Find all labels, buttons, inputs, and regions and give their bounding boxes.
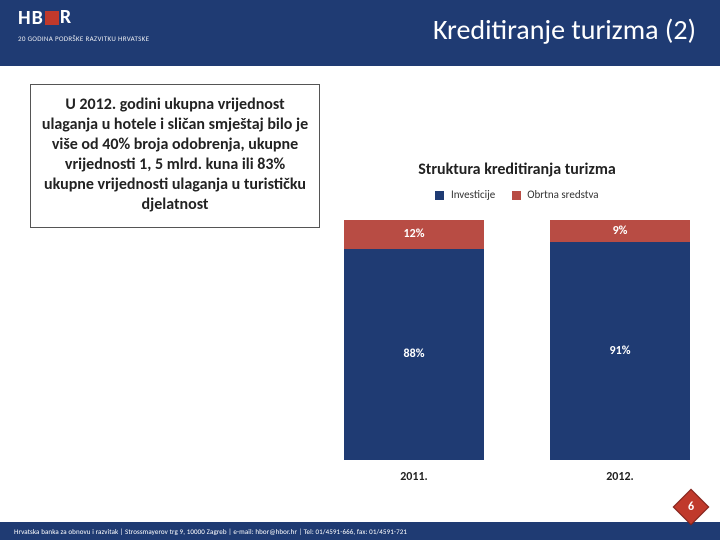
bar-category-label: 2012. bbox=[550, 470, 690, 484]
summary-textbox: U 2012. godini ukupna vrijednost ulaganj… bbox=[30, 84, 320, 228]
logo: HB R 20 GODINA PODRŠKE RAZVITKU HRVATSKE bbox=[18, 6, 149, 43]
legend-label: Obrtna sredstva bbox=[527, 188, 598, 201]
logo-text: HB R bbox=[18, 6, 149, 30]
logo-subtitle: 20 GODINA PODRŠKE RAZVITKU HRVATSKE bbox=[18, 34, 149, 43]
bar-segment: 9% bbox=[550, 220, 690, 242]
legend-swatch-icon bbox=[435, 191, 444, 200]
stacked-bar-chart: Struktura kreditiranja turizma Investici… bbox=[334, 160, 700, 490]
legend-item-obrtna: Obrtna sredstva bbox=[498, 188, 599, 201]
bar-segment: 88% bbox=[344, 249, 484, 460]
bar-2011: 88%12% bbox=[344, 220, 484, 460]
footer-text: Hrvatska banka za obnovu i razvitak | St… bbox=[14, 527, 407, 536]
bar-category-label: 2011. bbox=[344, 470, 484, 484]
chart-title: Struktura kreditiranja turizma bbox=[334, 160, 700, 179]
chart-legend: Investicije Obrtna sredstva bbox=[334, 188, 700, 201]
page-number-badge: 6 bbox=[673, 489, 710, 526]
page-title: Kreditiranje turizma (2) bbox=[433, 12, 696, 47]
legend-label: Investicije bbox=[451, 188, 495, 201]
logo-right: R bbox=[60, 5, 72, 29]
header-bar: HB R 20 GODINA PODRŠKE RAZVITKU HRVATSKE… bbox=[0, 0, 720, 66]
logo-left: HB bbox=[18, 6, 44, 30]
chart-plot-area: 88%12% 91%9% bbox=[334, 220, 700, 460]
footer-bar: Hrvatska banka za obnovu i razvitak | St… bbox=[0, 522, 720, 540]
bar-2012: 91%9% bbox=[550, 220, 690, 460]
logo-square-icon bbox=[45, 11, 59, 25]
bar-segment: 12% bbox=[344, 220, 484, 249]
legend-swatch-icon bbox=[512, 191, 521, 200]
bar-segment: 91% bbox=[550, 242, 690, 460]
page-number: 6 bbox=[688, 500, 694, 514]
legend-item-investicije: Investicije bbox=[435, 188, 497, 201]
